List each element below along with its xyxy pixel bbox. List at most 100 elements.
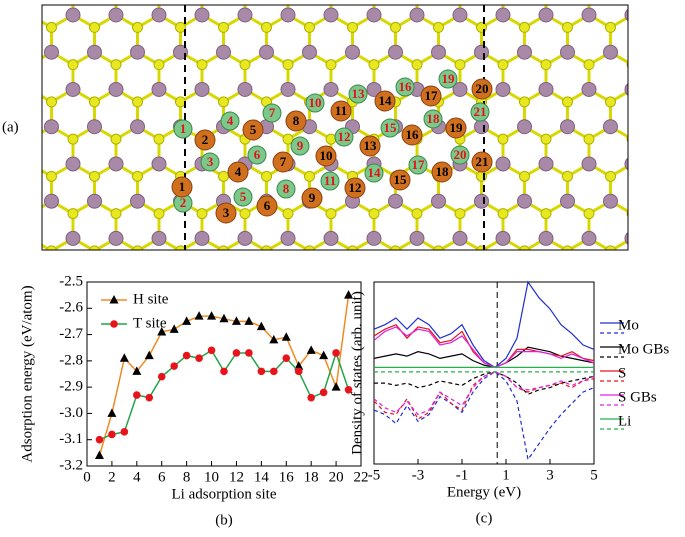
h-site-atom (471, 151, 493, 173)
s-atom (605, 96, 616, 108)
marker (120, 428, 129, 436)
bond (632, 164, 654, 176)
mo-atom (216, 44, 231, 60)
mo-atom (194, 230, 210, 246)
s-atom (605, 170, 616, 182)
h-site-atom (215, 202, 237, 224)
mo-atom (346, 269, 360, 283)
bond (654, 164, 676, 176)
mo-atom (624, 83, 628, 96)
s-atom (519, 170, 530, 182)
y-tick-label: -2.8 (59, 352, 83, 368)
s-atom (175, 21, 186, 33)
s-atom (562, 96, 573, 108)
t-site-atom (262, 103, 282, 123)
s-atom (519, 96, 530, 108)
t-site-label: 2 (180, 195, 187, 210)
s-atom (239, 208, 251, 220)
t-site-atom (276, 179, 296, 199)
bond (675, 15, 685, 27)
s-atom (67, 59, 79, 71)
t-site-atom (320, 171, 340, 191)
bond (654, 127, 676, 139)
mo-atom (603, 119, 618, 135)
x-tick-label: 3 (546, 467, 554, 483)
s-atom (111, 283, 121, 293)
mo-atom (302, 44, 317, 60)
t-site-label: 19 (442, 71, 456, 86)
s-atom (218, 96, 229, 108)
t-site-atom (423, 109, 443, 129)
h-site-label: 6 (264, 198, 271, 213)
mo-atom (604, 269, 618, 283)
s-atom (25, 60, 35, 70)
s-atom (218, 245, 229, 250)
s-atom (497, 59, 509, 71)
h-site-atom (242, 119, 264, 141)
x-tick-label: 6 (158, 469, 166, 485)
bond (632, 201, 654, 213)
s-atom (433, 245, 444, 250)
dos-down-line (374, 371, 595, 396)
dos-up-line (373, 326, 595, 369)
mo-atom (259, 44, 274, 60)
h-site-atom (401, 124, 423, 146)
y-tick-label: -2.6 (59, 300, 83, 316)
h-site-label: 11 (335, 103, 347, 118)
s-atom (497, 208, 509, 220)
mo-atom (518, 269, 532, 283)
bond (654, 201, 676, 213)
marker (231, 316, 241, 325)
s-atom (583, 59, 595, 71)
s-atom (110, 59, 122, 71)
marker (270, 367, 278, 376)
t-site-atom (290, 136, 310, 156)
x-tick-label: -5 (368, 467, 381, 483)
structure-frame (41, 4, 629, 251)
t-site-atom (450, 145, 470, 165)
marker (257, 367, 266, 376)
h-site-atom (445, 117, 467, 139)
h-site-label: 18 (436, 164, 450, 179)
mo-atom (323, 230, 339, 246)
mo-atom (2, 194, 16, 208)
x-tick-label: 20 (329, 469, 344, 485)
s-atom (89, 96, 100, 108)
mo-atom (647, 269, 661, 283)
t-site-atom (173, 119, 193, 139)
s-atom (347, 245, 358, 250)
bond (0, 15, 9, 27)
bond (9, 52, 31, 64)
lattice (0, 5, 685, 293)
s-atom (304, 170, 315, 182)
mo-atom (495, 156, 511, 172)
marker (306, 345, 316, 354)
mo-atom (388, 44, 403, 60)
mo-atom (174, 269, 188, 283)
h-site-label: 10 (320, 148, 333, 163)
s-atom (649, 97, 659, 107)
mo-atom (495, 230, 511, 246)
s-atom (132, 96, 143, 108)
s-atom (368, 208, 380, 220)
marker (95, 435, 104, 444)
h-site-atom (171, 176, 193, 198)
mo-atom (560, 119, 575, 135)
s-atom (368, 59, 380, 71)
mo-atom (624, 8, 628, 22)
mo-atom (65, 230, 81, 246)
s-atom (175, 245, 186, 250)
s-atom (454, 59, 466, 71)
marker (169, 324, 179, 333)
marker (94, 450, 104, 459)
t-site-label: 3 (207, 154, 214, 169)
marker (157, 372, 166, 381)
t-site-atom (438, 69, 458, 89)
s-atom (627, 283, 637, 293)
h-site-atom (471, 78, 493, 100)
marker (331, 382, 341, 391)
s-atom (282, 208, 294, 220)
mo-atom (108, 81, 124, 97)
s-atom (497, 133, 509, 145)
